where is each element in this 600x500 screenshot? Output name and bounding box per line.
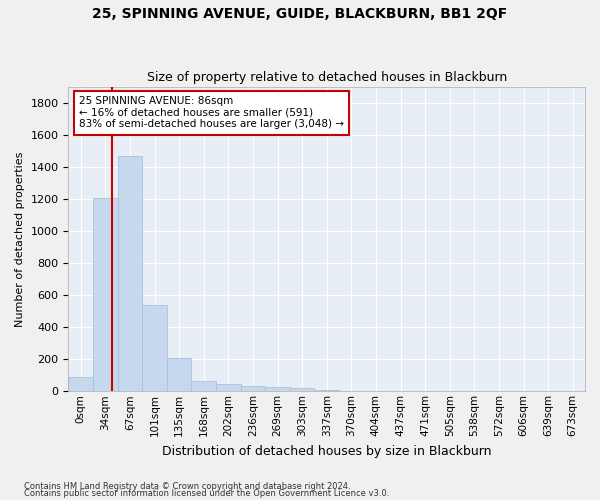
Bar [93,198,118,392]
Text: 25, SPINNING AVENUE, GUIDE, BLACKBURN, BB1 2QF: 25, SPINNING AVENUE, GUIDE, BLACKBURN, B… [92,8,508,22]
Bar [118,156,142,392]
Bar [216,384,241,392]
Bar [290,388,314,392]
Text: 25 SPINNING AVENUE: 86sqm
← 16% of detached houses are smaller (591)
83% of semi: 25 SPINNING AVENUE: 86sqm ← 16% of detac… [79,96,344,130]
Bar [241,386,265,392]
Bar [265,388,290,392]
Bar [191,381,216,392]
Text: Contains public sector information licensed under the Open Government Licence v3: Contains public sector information licen… [24,489,389,498]
X-axis label: Distribution of detached houses by size in Blackburn: Distribution of detached houses by size … [162,444,491,458]
Bar [167,358,191,392]
Text: Contains HM Land Registry data © Crown copyright and database right 2024.: Contains HM Land Registry data © Crown c… [24,482,350,491]
Y-axis label: Number of detached properties: Number of detached properties [15,152,25,327]
Title: Size of property relative to detached houses in Blackburn: Size of property relative to detached ho… [146,72,507,85]
Bar [142,305,167,392]
Bar [314,390,339,392]
Bar [68,377,93,392]
